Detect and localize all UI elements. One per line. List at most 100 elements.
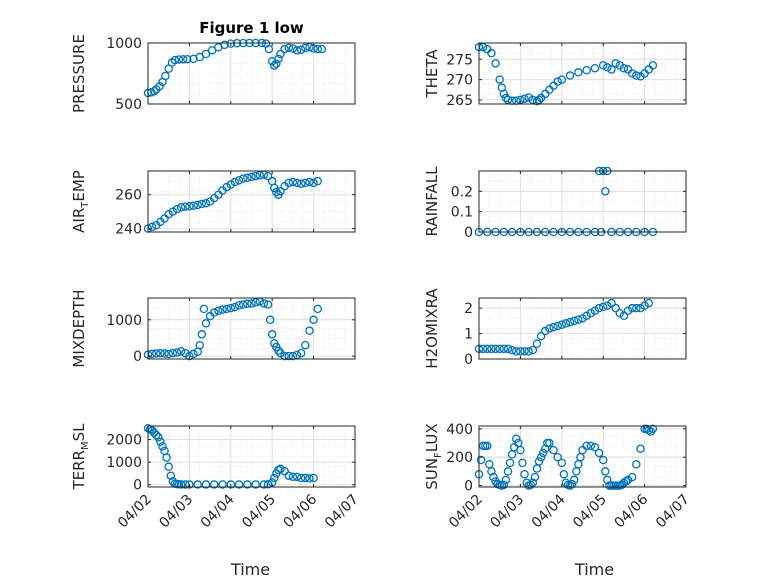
- data-point: [611, 303, 620, 313]
- x-tick-label: 04/07: [322, 492, 362, 532]
- x-tick-label: 04/06: [612, 491, 652, 531]
- data-point: [176, 203, 186, 212]
- data-point: [274, 346, 283, 355]
- data-point: [251, 298, 260, 307]
- data-point: [301, 340, 310, 350]
- data-point: [251, 171, 260, 181]
- y-axis-label: RAINFALL: [423, 166, 441, 237]
- data-point: [263, 480, 273, 489]
- axes-box: [147, 425, 356, 488]
- data-point: [524, 347, 533, 356]
- data-point: [280, 351, 289, 361]
- data-point: [594, 303, 604, 313]
- data-point: [218, 480, 227, 489]
- data-point: [292, 472, 302, 482]
- data-point: [627, 472, 637, 482]
- data-point: [201, 480, 211, 489]
- data-point: [251, 480, 260, 489]
- data-point: [189, 349, 198, 359]
- data-point: [553, 77, 562, 86]
- data-point: [222, 304, 231, 314]
- data-point: [255, 170, 265, 180]
- data-point: [518, 458, 527, 468]
- data-point: [176, 480, 186, 489]
- data-point: [601, 187, 610, 196]
- data-point: [193, 480, 202, 489]
- data-point: [238, 300, 248, 309]
- data-point: [238, 174, 248, 183]
- axes-box: [478, 42, 687, 105]
- data-point: [512, 347, 521, 356]
- data-point: [520, 347, 529, 356]
- data-point: [147, 222, 157, 232]
- data-point: [487, 48, 496, 58]
- y-axis-label: THETA: [423, 49, 441, 99]
- data-point: [607, 65, 616, 74]
- data-point: [226, 480, 236, 489]
- y-tick-label: 0.1: [451, 205, 473, 221]
- data-point: [598, 455, 608, 465]
- data-point: [243, 173, 252, 183]
- data-point: [234, 176, 244, 185]
- data-point: [313, 44, 322, 54]
- y-axis-label: SUNFLUX: [423, 423, 444, 489]
- data-point: [491, 59, 500, 68]
- y-tick-label: 0: [464, 352, 473, 368]
- subplot-2: 265 270 275 THETA: [423, 42, 687, 109]
- data-point: [534, 457, 544, 466]
- data-point: [317, 44, 327, 54]
- data-point: [296, 179, 306, 188]
- data-point: [603, 475, 612, 485]
- data-point: [557, 75, 567, 84]
- y-axis-label: MIXDEPTH: [70, 289, 88, 367]
- data-point: [201, 198, 211, 208]
- data-point: [567, 479, 577, 489]
- axes-box: [147, 170, 356, 233]
- data-point: [305, 43, 314, 52]
- data-point: [309, 178, 318, 188]
- data-point: [483, 441, 492, 451]
- data-point: [538, 448, 548, 458]
- data-point: [607, 298, 616, 308]
- data-point: [569, 316, 579, 326]
- data-point: [160, 349, 169, 358]
- data-point: [197, 199, 207, 209]
- data-point: [280, 44, 289, 54]
- data-point: [501, 475, 511, 485]
- data-point: [154, 433, 163, 442]
- data-point: [276, 49, 285, 59]
- data-point: [309, 315, 318, 325]
- data-point: [619, 63, 629, 73]
- data-point: [586, 308, 596, 318]
- data-point: [507, 345, 517, 355]
- data-point: [516, 445, 525, 455]
- axes-box: [147, 42, 356, 105]
- x-tick-label: 04/02: [115, 492, 155, 532]
- data-point: [209, 308, 219, 317]
- data-point: [528, 345, 538, 355]
- data-point: [565, 71, 575, 80]
- data-point: [263, 300, 273, 309]
- x-axis-label-right: Time: [574, 560, 614, 579]
- x-tick-label: 04/04: [198, 491, 238, 531]
- data-point: [292, 178, 302, 188]
- data-point: [627, 69, 637, 78]
- data-point: [226, 303, 236, 313]
- data-point: [170, 55, 180, 65]
- data-point: [195, 340, 204, 350]
- data-point: [301, 43, 310, 53]
- data-point: [292, 46, 302, 55]
- data-point: [243, 299, 252, 309]
- data-point: [540, 326, 550, 336]
- y-tick-label: 1000: [106, 313, 142, 329]
- data-point: [565, 481, 575, 490]
- data-point: [155, 82, 164, 91]
- subplot-8: 0 200 400 04/02 04/03 04/04 04/05 04/06 04/07 SUN…: [423, 422, 693, 532]
- axes-box: [478, 297, 687, 360]
- data-point: [226, 39, 236, 48]
- data-point: [172, 348, 182, 357]
- data-point: [189, 201, 198, 210]
- data-point: [226, 180, 236, 189]
- data-point: [230, 302, 240, 312]
